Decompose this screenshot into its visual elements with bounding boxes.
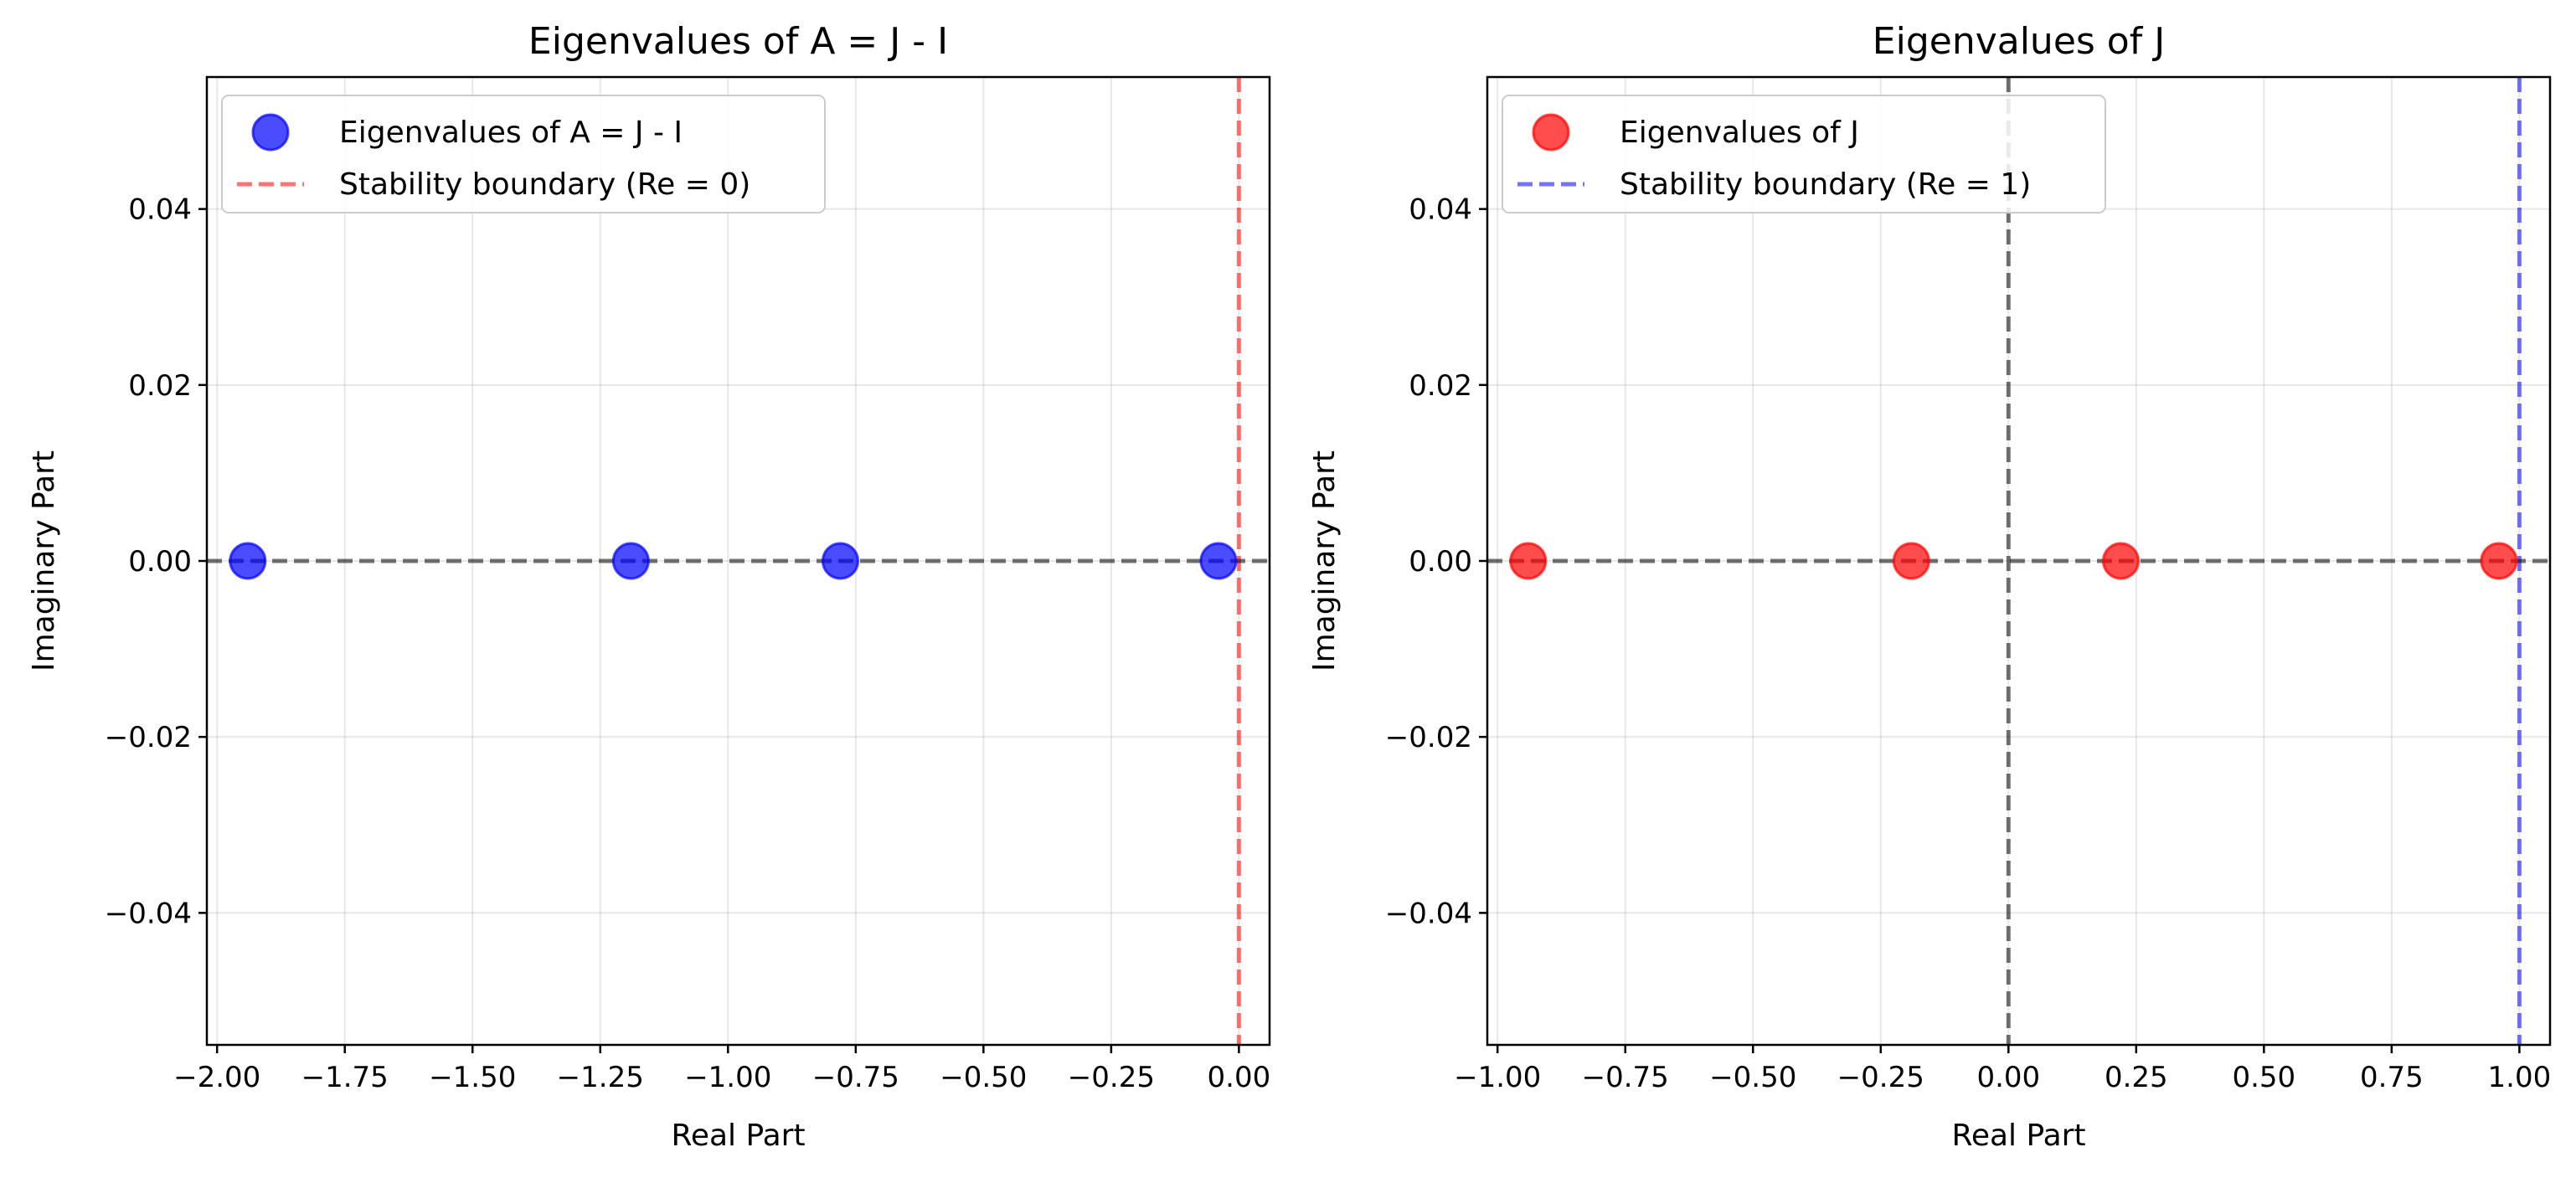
legend-label-series: Eigenvalues of A = J - I [339, 116, 683, 150]
y-tick-label: 0.00 [128, 545, 192, 579]
y-tick-label: 0.02 [1409, 369, 1472, 403]
y-tick-label: −0.04 [1385, 897, 1472, 930]
x-tick-label: −0.75 [1582, 1061, 1669, 1094]
x-tick-label: −0.25 [1068, 1061, 1155, 1094]
x-tick-label: −1.00 [684, 1061, 771, 1094]
legend-marker [251, 113, 290, 152]
x-tick-label: 1.00 [2488, 1061, 2552, 1094]
y-tick-label: −0.04 [105, 897, 192, 930]
legend-label-boundary: Stability boundary (Re = 1) [1620, 167, 2031, 202]
x-tick-label: 0.00 [1976, 1061, 2040, 1094]
data-point [1509, 542, 1548, 580]
x-axis-label: Real Part [671, 1119, 805, 1153]
data-point [2102, 542, 2141, 580]
data-point [1199, 542, 1238, 580]
data-point [611, 542, 650, 580]
y-axis-label: Imaginary Part [1307, 450, 1342, 671]
legend: Eigenvalues of A = J - I Stability bounda… [221, 95, 826, 213]
x-tick-label: 0.00 [1208, 1061, 1271, 1094]
x-tick-label: −1.25 [557, 1061, 644, 1094]
legend-box [1502, 95, 2106, 213]
chart-title: Eigenvalues of A = J - I [528, 20, 948, 63]
x-tick-label: −1.75 [301, 1061, 389, 1094]
chart-panel-1: −2.00 −1.75 −1.50 −1.25 −1.00 −0.75 −0.50 −0.25… [27, 20, 1271, 1153]
legend-label-boundary: Stability boundary (Re = 0) [339, 167, 750, 202]
data-point [1892, 542, 1930, 580]
y-tick-label: 0.00 [1409, 545, 1472, 579]
x-tick-label: 0.50 [2232, 1061, 2295, 1094]
y-tick-label: 0.04 [1409, 193, 1472, 227]
legend: Eigenvalues of J Stability boundary (Re =… [1502, 95, 2106, 213]
y-tick-label: 0.02 [128, 369, 192, 403]
x-tick-label: −1.00 [1454, 1061, 1541, 1094]
x-tick-label: −0.75 [812, 1061, 899, 1094]
data-point [229, 542, 267, 580]
x-tick-label: −0.50 [1709, 1061, 1796, 1094]
x-tick-label: −2.00 [173, 1061, 260, 1094]
data-point [2480, 542, 2518, 580]
y-tick-label: −0.02 [105, 721, 192, 754]
x-tick-label: 0.25 [2105, 1061, 2168, 1094]
legend-marker [1532, 113, 1570, 152]
x-axis-label: Real Part [1951, 1119, 2085, 1153]
x-tick-label: −0.50 [940, 1061, 1027, 1094]
chart-title: Eigenvalues of J [1873, 20, 2165, 63]
data-point [822, 542, 860, 580]
x-tick-label: −1.50 [429, 1061, 516, 1094]
chart-panel-2: −1.00 −0.75 −0.50 −0.25 0.00 0.25 0.50 0.75 1.00… [1307, 20, 2552, 1153]
x-tick-label: 0.75 [2360, 1061, 2424, 1094]
legend-box [221, 95, 826, 213]
y-tick-label: −0.02 [1385, 721, 1472, 754]
y-tick-label: 0.04 [128, 193, 192, 227]
y-axis-label: Imaginary Part [27, 450, 61, 671]
x-tick-label: −0.25 [1837, 1061, 1924, 1094]
legend-label-series: Eigenvalues of J [1620, 116, 1859, 150]
